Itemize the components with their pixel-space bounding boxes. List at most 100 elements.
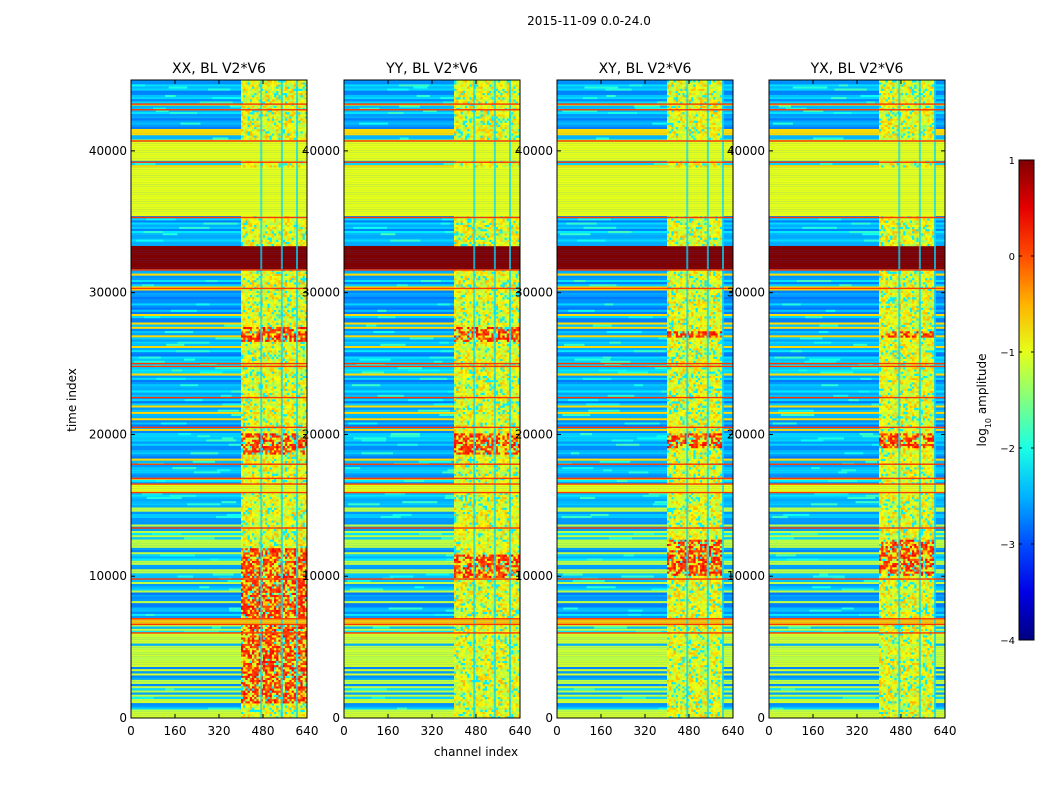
rfi-cell: [293, 435, 297, 438]
rfi-cell: [254, 694, 257, 698]
rfi-cell: [241, 496, 244, 500]
rfi-cell: [269, 549, 273, 553]
rfi-cell: [256, 381, 259, 385]
rfi-cell: [254, 405, 257, 408]
rfi-cell: [276, 598, 279, 602]
rfi-cell: [304, 371, 307, 374]
rfi-cell: [256, 700, 259, 704]
rfi-cell: [298, 660, 301, 664]
rfi-cell: [285, 664, 288, 668]
rfi-cell: [291, 452, 295, 455]
rfi-cell: [274, 386, 277, 389]
rfi-cell: [289, 637, 292, 640]
rfi-cell: [267, 367, 270, 370]
rfi-cell: [285, 505, 288, 508]
rfi-cell: [252, 673, 255, 676]
rfi-cell: [304, 532, 307, 536]
rfi-cell: [254, 700, 257, 704]
rfi-cell: [269, 430, 273, 434]
rfi-cell: [258, 422, 262, 425]
rfi-cell: [304, 694, 307, 698]
rfi-cell: [263, 647, 266, 651]
rfi-cell: [243, 686, 246, 689]
rfi-cell: [300, 367, 303, 370]
rfi-cell: [298, 669, 301, 672]
rfi-cell: [289, 373, 292, 376]
rfi-cell: [252, 475, 255, 478]
rfi-cell: [298, 598, 301, 602]
rfi-cell: [282, 586, 286, 589]
rfi-cell: [254, 450, 257, 453]
rfi-cell: [258, 615, 262, 619]
rfi-cell: [245, 601, 248, 604]
rfi-cell: [282, 375, 286, 379]
rfi-cell: [243, 522, 246, 525]
rfi-cell: [263, 641, 266, 644]
rfi-cell: [276, 509, 279, 513]
rfi-cell: [274, 603, 277, 606]
rfi-cell: [302, 683, 306, 687]
rfi-cell: [289, 422, 292, 425]
rfi-cell: [285, 592, 288, 595]
rfi-cell: [271, 703, 275, 706]
rfi-cell: [282, 603, 286, 606]
rfi-cell: [302, 428, 306, 432]
rfi-cell: [287, 503, 290, 506]
rfi-cell: [285, 515, 288, 519]
row: [131, 375, 307, 378]
rfi-cell: [298, 379, 301, 383]
row: [131, 571, 307, 574]
rfi-cell: [304, 692, 307, 695]
rfi-cell: [256, 556, 259, 559]
rfi-cell: [304, 479, 307, 483]
rfi-cell: [249, 369, 253, 372]
rfi-cell: [285, 560, 288, 564]
rfi-cell: [276, 700, 279, 704]
rfi-cell: [304, 367, 307, 370]
rfi-cell: [243, 430, 246, 434]
rfi-cell: [300, 407, 303, 410]
rfi-cell: [252, 571, 255, 574]
rfi-cell: [274, 652, 277, 655]
rfi-cell: [243, 492, 246, 495]
rfi-cell: [285, 554, 288, 557]
rfi-cell: [243, 552, 246, 555]
rfi-cell: [256, 409, 259, 413]
rfi-cell: [300, 690, 303, 693]
rfi-cell: [258, 399, 262, 402]
rfi-cell: [249, 694, 253, 698]
rfi-cell: [247, 703, 251, 706]
rfi-cell: [282, 649, 286, 653]
rfi-cell: [243, 454, 246, 457]
rfi-cell: [249, 492, 253, 495]
rfi-cell: [293, 628, 297, 632]
rfi-cell: [282, 630, 286, 634]
rfi-cell: [241, 456, 244, 459]
streak: [220, 394, 232, 397]
rfi-cell: [300, 698, 303, 702]
rfi-cell: [291, 584, 295, 587]
rfi-cell: [263, 481, 266, 485]
rfi-cell: [245, 628, 248, 632]
rfi-cell: [249, 609, 253, 612]
rfi-cell: [269, 524, 273, 527]
rfi-cell: [285, 569, 288, 572]
rfi-cell: [274, 475, 277, 478]
rfi-cell: [289, 560, 292, 564]
rfi-cell: [300, 456, 303, 459]
rfi-cell: [285, 543, 288, 547]
rfi-cell: [269, 579, 273, 583]
rfi-cell: [276, 377, 279, 381]
rfi-cell: [245, 632, 248, 636]
rfi-cell: [258, 571, 262, 574]
rfi-cell: [278, 388, 281, 391]
rfi-cell: [247, 677, 251, 681]
rfi-cell: [249, 379, 253, 383]
rfi-cell: [269, 433, 273, 436]
rfi-cell: [271, 696, 275, 700]
rfi-cell: [241, 569, 244, 572]
row: [131, 524, 307, 527]
rfi-cell: [302, 709, 306, 712]
rfi-cell: [289, 554, 292, 557]
rfi-cell: [278, 375, 281, 379]
